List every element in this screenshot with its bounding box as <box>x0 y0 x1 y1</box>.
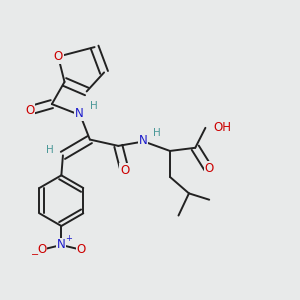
Text: H: H <box>90 101 98 111</box>
Text: N: N <box>139 134 147 147</box>
Text: H: H <box>153 128 161 138</box>
Text: −: − <box>31 250 39 260</box>
Text: O: O <box>37 243 46 256</box>
Text: +: + <box>65 234 72 243</box>
Text: O: O <box>76 243 85 256</box>
Text: H: H <box>46 145 54 155</box>
Text: O: O <box>25 104 34 117</box>
Text: O: O <box>204 161 214 175</box>
Text: N: N <box>74 107 83 120</box>
Text: OH: OH <box>213 121 231 134</box>
Text: N: N <box>57 238 66 251</box>
Text: O: O <box>120 164 129 177</box>
Text: O: O <box>54 50 63 63</box>
